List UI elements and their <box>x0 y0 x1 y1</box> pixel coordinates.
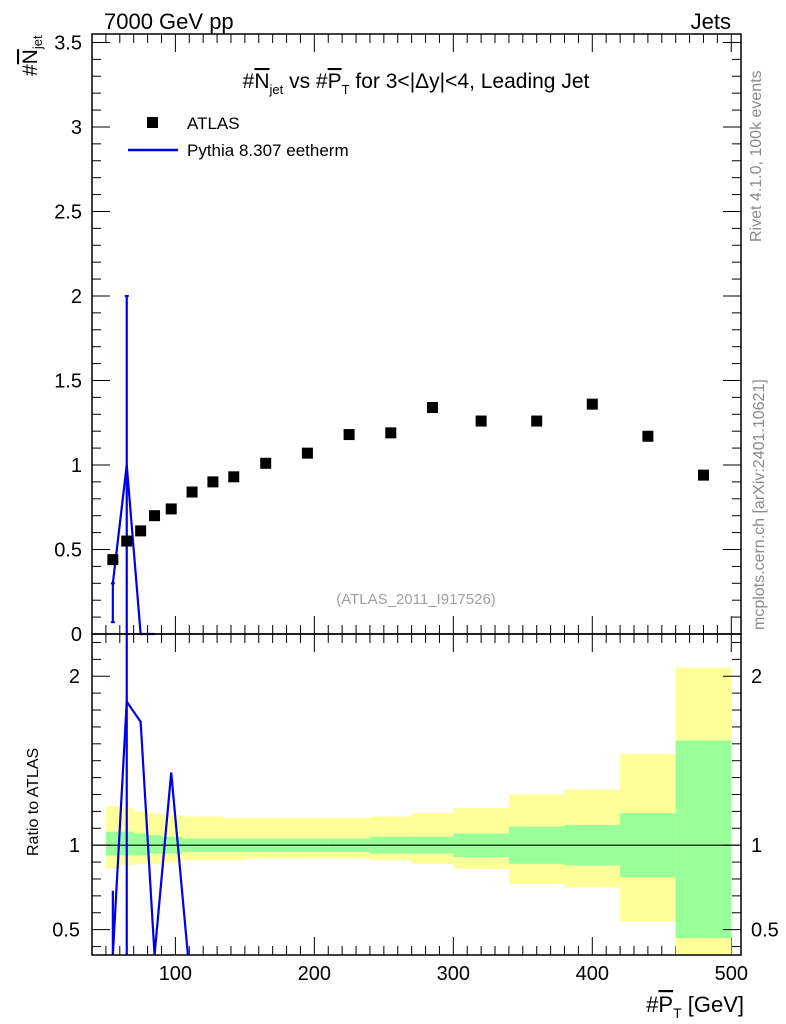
main-y-tick-label: 3 <box>71 117 82 139</box>
main-ylabel: #Njet <box>19 35 45 76</box>
ratio-y-tick-label: 0.5 <box>52 920 80 942</box>
main-y-tick-label: 2 <box>71 286 82 308</box>
main-y-tick-label: 1.5 <box>54 370 82 392</box>
x-tick-label: 200 <box>298 963 331 985</box>
ratio-content <box>92 634 741 956</box>
data-point <box>642 430 654 442</box>
data-point <box>228 471 240 483</box>
data-point <box>697 469 709 481</box>
side-text-bottom: mcplots.cern.ch [arXiv:2401.10621] <box>751 379 768 630</box>
analysis-id: (ATLAS_2011_I917526) <box>336 591 496 608</box>
mc-line-main <box>111 464 155 636</box>
legend-label-atlas: ATLAS <box>187 114 240 133</box>
data-point <box>149 510 161 522</box>
main-y-tick-labels: 0 0.5 1 1.5 2 2.5 3 3.5 <box>54 32 82 646</box>
ratio-y-tick-label: 2 <box>69 666 80 688</box>
data-point <box>260 457 272 469</box>
ratio-y-tick-label-right: 0.5 <box>751 920 779 942</box>
data-point <box>475 415 487 427</box>
legend-label-pythia: Pythia 8.307 eetherm <box>187 141 349 160</box>
ratio-tick-labels: 0.5 0.5 1 1 2 2 100 200 300 400 500 <box>52 666 779 985</box>
ratio-panel: 0.5 0.5 1 1 2 2 100 200 300 400 500 Ratio to ATLAS… <box>25 633 779 1021</box>
side-text-top: Rivet 4.1.0, 100k events <box>748 70 765 242</box>
header-left: 7000 GeV pp <box>104 9 234 34</box>
data-point <box>385 427 397 439</box>
main-y-tick-label: 2.5 <box>54 201 82 223</box>
band-inner <box>675 740 732 939</box>
data-point <box>165 503 177 515</box>
main-y-tick-label: 0.5 <box>54 539 82 561</box>
legend: ATLAS Pythia 8.307 eetherm <box>128 114 349 160</box>
data-point <box>135 525 147 537</box>
ratio-y-tick-label-right: 1 <box>751 835 762 857</box>
data-point <box>121 535 133 547</box>
data-point <box>531 415 543 427</box>
data-point <box>107 554 119 566</box>
x-tick-label: 400 <box>576 963 609 985</box>
ratio-ylabel: Ratio to ATLAS <box>25 748 42 856</box>
band-inner <box>133 833 148 856</box>
data-point <box>426 402 438 414</box>
data-point <box>207 476 219 488</box>
ratio-y-tick-label: 1 <box>69 835 80 857</box>
main-panel: 0 0.5 1 1.5 2 2.5 3 3.5 #Njet #Njet vs #PT for … <box>19 32 742 955</box>
header-right: Jets <box>691 9 731 34</box>
main-content <box>107 294 709 636</box>
legend-marker-atlas <box>147 117 158 128</box>
band-outer <box>203 816 225 861</box>
mc-ratio-line <box>111 698 189 956</box>
ratio-xlabel: #PT [GeV] <box>646 992 744 1021</box>
data-point <box>586 398 598 410</box>
ratio-y-tick-label-right: 2 <box>751 666 762 688</box>
x-tick-label: 300 <box>437 963 470 985</box>
x-tick-label: 500 <box>715 963 748 985</box>
band-inner <box>105 831 120 856</box>
main-ylabel-main: N <box>19 49 42 64</box>
data-point <box>343 429 355 441</box>
main-y-tick-label: 3.5 <box>54 32 82 54</box>
band-outer <box>182 816 204 861</box>
main-title: #Njet vs #PT for 3<|Δy|<4, Leading Jet <box>243 70 590 97</box>
x-tick-label: 100 <box>159 963 192 985</box>
data-point <box>301 447 313 459</box>
main-y-tick-label: 1 <box>71 455 82 477</box>
band-inner <box>147 835 162 854</box>
main-y-tick-label: 0 <box>71 624 82 646</box>
data-point <box>186 486 198 498</box>
ratio-ticks <box>92 641 741 948</box>
